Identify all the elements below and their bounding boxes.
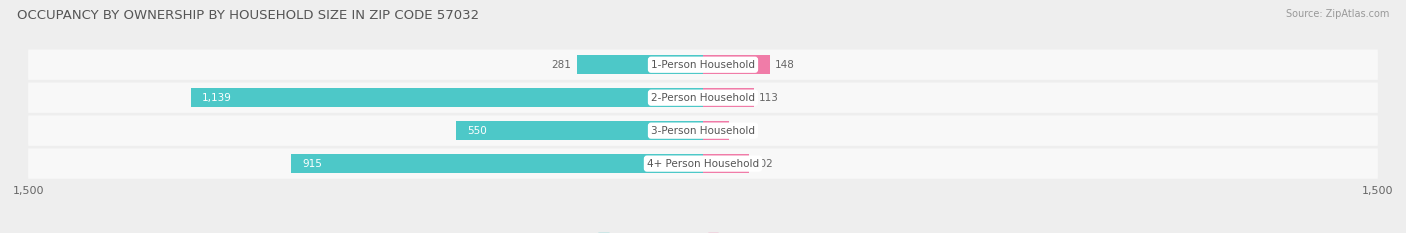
FancyBboxPatch shape (28, 82, 1378, 113)
Text: OCCUPANCY BY OWNERSHIP BY HOUSEHOLD SIZE IN ZIP CODE 57032: OCCUPANCY BY OWNERSHIP BY HOUSEHOLD SIZE… (17, 9, 479, 22)
Text: 113: 113 (759, 93, 779, 103)
Bar (456, 121, 703, 140)
Bar (703, 88, 754, 107)
Text: Source: ZipAtlas.com: Source: ZipAtlas.com (1285, 9, 1389, 19)
Bar (191, 88, 703, 107)
FancyBboxPatch shape (28, 50, 1378, 80)
Bar (291, 154, 703, 173)
Legend: Owner-occupied, Renter-occupied: Owner-occupied, Renter-occupied (595, 229, 811, 233)
Text: 281: 281 (551, 60, 571, 70)
Text: 148: 148 (775, 60, 794, 70)
Text: 3-Person Household: 3-Person Household (651, 126, 755, 136)
FancyBboxPatch shape (28, 148, 1378, 179)
Text: 550: 550 (467, 126, 486, 136)
Text: 4+ Person Household: 4+ Person Household (647, 159, 759, 169)
Bar (703, 55, 769, 74)
Text: 915: 915 (302, 159, 322, 169)
FancyBboxPatch shape (28, 116, 1378, 146)
Text: 2-Person Household: 2-Person Household (651, 93, 755, 103)
Bar (576, 55, 703, 74)
Bar (703, 121, 728, 140)
Text: 102: 102 (754, 159, 775, 169)
Text: 1-Person Household: 1-Person Household (651, 60, 755, 70)
Text: 57: 57 (734, 126, 748, 136)
Bar (703, 154, 749, 173)
Text: 1,139: 1,139 (202, 93, 232, 103)
